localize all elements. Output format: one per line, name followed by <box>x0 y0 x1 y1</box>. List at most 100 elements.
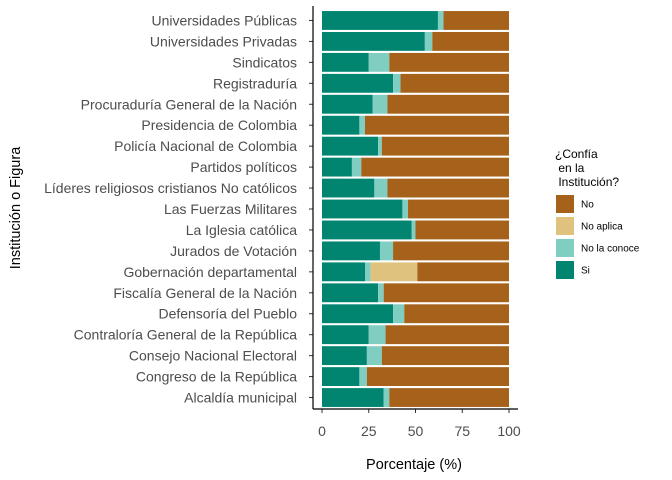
bar-no-6 <box>381 136 509 156</box>
bar-si-7 <box>322 157 352 177</box>
bar-no-la-conoce-1 <box>424 31 433 51</box>
bar-si-8 <box>322 178 375 198</box>
bar-no-la-conoce-6 <box>378 136 382 156</box>
bar-no-la-conoce-14 <box>393 304 405 324</box>
bar-si-11 <box>322 241 380 261</box>
bars-group <box>322 11 509 407</box>
bar-no-9 <box>408 199 509 219</box>
bar-no-12 <box>417 262 509 282</box>
bar-no-0 <box>443 11 509 30</box>
y-tick-label: Presidencia de Colombia <box>141 117 297 133</box>
bar-no-la-conoce-15 <box>368 325 386 345</box>
x-tick-label: 75 <box>454 423 470 439</box>
y-ticks <box>309 19 313 399</box>
x-tick-label: 100 <box>497 423 521 439</box>
legend-title: Institución? <box>555 175 619 189</box>
bar-si-4 <box>322 94 373 114</box>
y-tick-label: Sindicatos <box>232 54 297 70</box>
y-tick-label: Partidos políticos <box>190 159 297 175</box>
y-tick-label: Líderes religiosos cristianos No católic… <box>44 180 297 196</box>
x-tick-label: 25 <box>361 423 377 439</box>
bar-no-la-conoce-9 <box>402 199 409 219</box>
legend-title: en la <box>555 161 585 175</box>
legend-label: Si <box>581 266 590 277</box>
legend-label: No la conoce <box>581 244 640 255</box>
y-tick-label: Consejo Nacional Electoral <box>129 348 297 364</box>
bar-si-14 <box>322 304 394 324</box>
bar-no-la-conoce-8 <box>374 178 388 198</box>
bar-si-6 <box>322 136 379 156</box>
bar-si-10 <box>322 220 412 240</box>
x-tick-label: 0 <box>318 423 326 439</box>
bar-si-17 <box>322 367 360 387</box>
bar-no-la-conoce-10 <box>411 220 416 240</box>
bar-no-15 <box>385 325 509 345</box>
y-axis-title: Institución o Figura <box>8 146 24 269</box>
x-ticks: 0 25 50 75 100 <box>318 409 521 439</box>
bar-no-la-conoce-5 <box>359 115 366 135</box>
y-tick-label: Contraloría General de la República <box>74 327 298 343</box>
bar-no-13 <box>383 283 509 303</box>
bar-no-14 <box>404 304 509 324</box>
bar-no-4 <box>387 94 509 114</box>
bar-no-aplica-12 <box>370 262 418 282</box>
y-tick-label: Universidades Privadas <box>150 33 297 49</box>
bar-no-2 <box>389 52 509 72</box>
bar-si-5 <box>322 115 360 135</box>
bar-no-8 <box>387 178 509 198</box>
legend-swatch-si <box>556 261 574 279</box>
bar-si-2 <box>322 52 369 72</box>
bar-no-la-conoce-13 <box>378 283 384 303</box>
x-axis-title: Porcentaje (%) <box>366 457 462 473</box>
bar-no-la-conoce-12 <box>365 262 371 282</box>
bar-no-16 <box>381 346 509 366</box>
bar-no-17 <box>366 367 509 387</box>
bar-no-7 <box>361 157 509 177</box>
bar-no-10 <box>415 220 509 240</box>
bar-no-la-conoce-11 <box>379 241 394 261</box>
y-tick-label: Universidades Públicas <box>151 12 297 28</box>
bar-si-1 <box>322 31 425 51</box>
legend-swatch-no-la-conoce <box>556 239 574 257</box>
y-tick-labels: Universidades Públicas Universidades Priv… <box>44 12 297 405</box>
y-tick-label: Fiscalía General de la Nación <box>113 285 297 301</box>
legend-swatch-no <box>556 195 574 213</box>
bar-si-16 <box>322 346 367 366</box>
bar-si-15 <box>322 325 369 345</box>
bar-si-9 <box>322 199 403 219</box>
bar-no-la-conoce-17 <box>359 367 367 387</box>
legend-label: No aplica <box>581 222 623 233</box>
bar-no-la-conoce-18 <box>383 388 390 407</box>
legend-swatch-no-aplica <box>556 217 574 235</box>
bar-no-11 <box>393 241 509 261</box>
y-tick-label: Policía Nacional de Colombia <box>114 138 297 154</box>
bar-si-0 <box>322 11 438 30</box>
y-tick-label: Gobernación departamental <box>123 264 297 280</box>
bar-no-5 <box>365 115 509 135</box>
bar-si-3 <box>322 73 394 93</box>
bar-no-18 <box>389 388 509 407</box>
bar-no-la-conoce-2 <box>368 52 390 72</box>
bar-si-12 <box>322 262 366 282</box>
bar-si-13 <box>322 283 379 303</box>
y-tick-label: Las Fuerzas Militares <box>164 201 297 217</box>
bar-no-la-conoce-0 <box>437 11 444 30</box>
y-tick-label: Jurados de Votación <box>170 243 297 259</box>
bar-no-la-conoce-4 <box>372 94 388 114</box>
bar-no-3 <box>400 73 509 93</box>
legend-label: No <box>581 200 594 211</box>
bar-no-la-conoce-3 <box>393 73 401 93</box>
y-tick-label: La Iglesia católica <box>186 222 298 238</box>
y-tick-label: Alcaldía municipal <box>184 390 297 406</box>
bar-no-1 <box>432 31 509 51</box>
y-tick-label: Congreso de la República <box>136 369 297 385</box>
bar-no-la-conoce-7 <box>351 157 362 177</box>
bar-no-la-conoce-16 <box>366 346 382 366</box>
x-tick-label: 50 <box>408 423 424 439</box>
y-tick-label: Registraduría <box>213 75 297 91</box>
legend-title: ¿Confía <box>555 147 598 161</box>
y-tick-label: Defensoría del Pueblo <box>158 306 297 322</box>
legend: ¿Confía en la Institución? No No aplica No … <box>555 147 640 279</box>
y-tick-label: Procuraduría General de la Nación <box>81 96 297 112</box>
